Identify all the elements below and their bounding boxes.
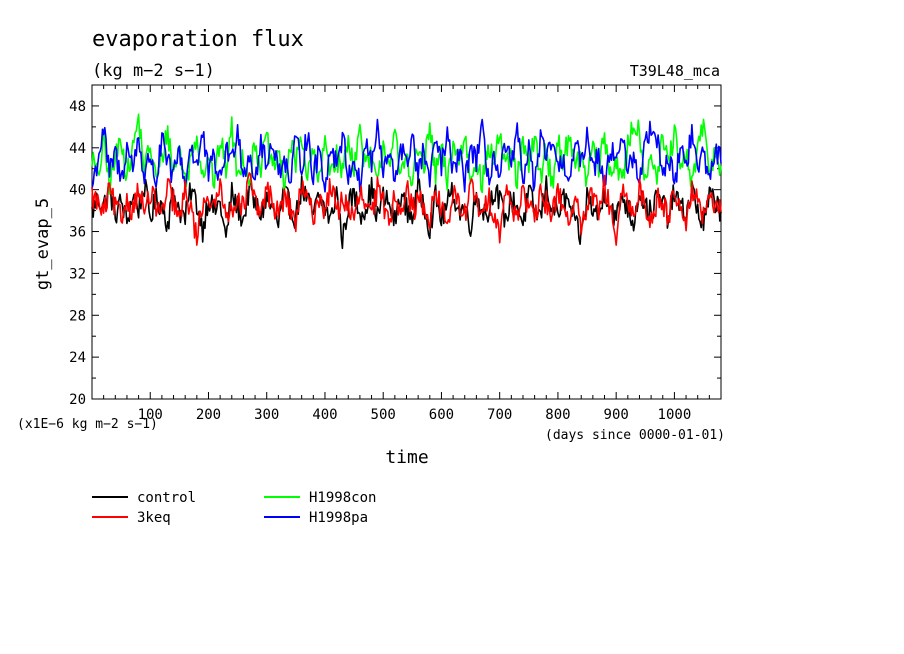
legend-label-control: control [137, 490, 196, 506]
x-units-note: (days since 0000-01-01) [545, 428, 725, 443]
x-tick-label: 300 [254, 407, 279, 423]
legend: control 3keq H1998con H1998pa [92, 490, 376, 526]
chart-title: evaporation flux [92, 27, 304, 52]
y-tick-label: 40 [69, 183, 86, 199]
legend-item-h1998con: H1998con [264, 490, 376, 506]
x-ticks: 100 200 300 400 500 600 700 800 900 1000 [103, 85, 710, 423]
x-axis-label: time [385, 447, 428, 468]
y-tick-label: 28 [69, 308, 86, 324]
legend-item-3keq: 3keq [92, 510, 171, 526]
series-line-3keq [91, 172, 722, 246]
y-tick-label: 44 [69, 141, 86, 157]
x-tick-label: 1000 [658, 407, 692, 423]
x-tick-label: 400 [312, 407, 337, 423]
run-label: T39L48_mca [630, 62, 720, 80]
y-scale-note: (x1E−6 kg m−2 s−1) [17, 417, 158, 432]
plot-frame [91, 84, 722, 400]
x-tick-label: 900 [604, 407, 629, 423]
x-tick-label: 700 [487, 407, 512, 423]
legend-item-h1998pa: H1998pa [264, 510, 368, 526]
y-tick-label: 32 [69, 266, 86, 282]
x-tick-label: 200 [196, 407, 221, 423]
y-tick-label: 20 [69, 392, 86, 408]
y-tick-label: 36 [69, 225, 86, 241]
legend-label-h1998con: H1998con [309, 490, 376, 506]
x-tick-label: 600 [429, 407, 454, 423]
x-tick-label: 100 [138, 407, 163, 423]
y-tick-label: 48 [69, 99, 86, 115]
x-tick-label: 500 [371, 407, 396, 423]
legend-label-h1998pa: H1998pa [309, 510, 368, 526]
legend-item-control: control [92, 490, 196, 506]
series-line-h1998con [91, 113, 722, 195]
y-tick-label: 24 [69, 350, 86, 366]
y-axis-label: gt_evap_5 [33, 198, 53, 290]
series-line-h1998pa [91, 118, 722, 193]
chart-units: (kg m−2 s−1) [92, 61, 215, 81]
legend-label-3keq: 3keq [137, 510, 171, 526]
series-lines [91, 113, 722, 250]
x-tick-label: 800 [545, 407, 570, 423]
series-line-control [91, 175, 722, 250]
